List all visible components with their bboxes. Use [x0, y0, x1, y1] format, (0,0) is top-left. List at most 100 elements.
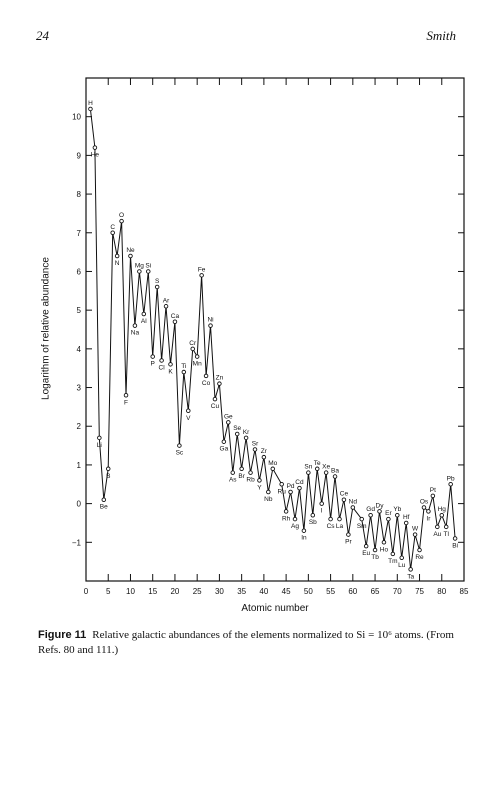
data-point	[448, 482, 453, 487]
data-point	[221, 439, 227, 444]
element-label: Cr	[189, 340, 197, 347]
x-tick-label: 0	[84, 587, 89, 596]
data-point	[381, 540, 387, 545]
y-tick-label: 5	[77, 306, 82, 315]
element-label: Ar	[163, 297, 170, 304]
data-point	[417, 547, 422, 553]
data-point	[297, 485, 302, 491]
data-point	[368, 512, 373, 518]
caption-text: Relative galactic abundances of the elem…	[38, 629, 454, 656]
data-point	[332, 474, 338, 479]
element-label: Yb	[393, 506, 401, 513]
data-point	[97, 435, 102, 441]
element-label: Cu	[211, 403, 220, 410]
y-tick-label: 8	[77, 190, 82, 199]
data-point	[159, 358, 164, 363]
data-point	[150, 354, 155, 359]
element-label: Fe	[198, 266, 206, 273]
element-label: Al	[141, 318, 147, 325]
data-point	[301, 528, 307, 533]
data-point	[132, 323, 138, 328]
element-label: Pr	[345, 539, 352, 546]
element-label: Si	[145, 262, 151, 269]
data-point	[359, 516, 364, 522]
element-label: Cd	[295, 479, 304, 486]
data-point	[341, 497, 347, 502]
data-point	[119, 218, 124, 224]
x-tick-label: 20	[170, 587, 179, 596]
data-point	[186, 408, 191, 414]
x-tick-label: 30	[215, 587, 224, 596]
x-tick-label: 85	[460, 587, 469, 596]
data-points	[88, 106, 458, 572]
x-tick-label: 45	[282, 587, 291, 596]
y-axis-ticks: −1 0 1 2 3 4 5 6 7 8 9 10	[72, 113, 464, 547]
element-label: Ba	[331, 468, 339, 475]
data-point	[88, 106, 93, 112]
data-point	[203, 373, 209, 379]
element-label: O	[119, 212, 124, 219]
x-tick-label: 60	[348, 587, 357, 596]
element-label: Os	[420, 498, 429, 505]
element-label: B	[106, 473, 110, 480]
data-point	[163, 304, 169, 309]
data-point	[243, 435, 249, 441]
data-point	[306, 470, 311, 475]
element-label: Ag	[291, 523, 299, 530]
element-label: Mo	[268, 460, 277, 467]
data-point	[128, 253, 133, 259]
data-point	[292, 516, 298, 522]
element-label: Hf	[403, 514, 410, 521]
data-point	[110, 230, 115, 236]
element-label: Cl	[159, 364, 166, 371]
figure-label: Figure 11	[38, 629, 87, 641]
x-tick-label: 75	[415, 587, 424, 596]
element-label: Cs	[327, 523, 336, 530]
element-label: Be	[100, 504, 108, 511]
element-label: Zr	[261, 448, 268, 455]
x-tick-label: 70	[393, 587, 402, 596]
element-label: In	[301, 535, 307, 542]
data-point	[395, 512, 400, 518]
data-point	[105, 466, 111, 472]
data-point	[146, 269, 151, 274]
y-tick-label: 10	[72, 113, 81, 122]
data-point	[399, 555, 404, 561]
element-label: Lu	[398, 562, 406, 569]
data-point	[261, 454, 267, 460]
x-tick-label: 50	[304, 587, 313, 596]
data-point	[234, 431, 240, 437]
element-label: Sr	[252, 440, 259, 447]
element-label: Tl	[444, 531, 450, 538]
element-label: Br	[238, 473, 245, 480]
data-point	[114, 253, 120, 259]
element-label: As	[229, 477, 237, 484]
data-point	[435, 524, 440, 530]
element-label: Ge	[224, 413, 233, 420]
y-tick-label: −1	[72, 538, 82, 547]
data-point	[443, 524, 449, 530]
element-label: I	[321, 508, 323, 515]
data-point	[310, 512, 316, 518]
data-point	[412, 532, 418, 537]
element-label: Dy	[376, 502, 385, 509]
data-point	[350, 505, 356, 510]
y-tick-label: 3	[77, 384, 82, 393]
element-label: Mg	[135, 262, 144, 269]
data-point	[390, 551, 396, 557]
element-label: Pt	[430, 487, 436, 494]
data-point	[172, 319, 178, 325]
y-tick-label: 9	[77, 151, 82, 160]
data-point	[217, 381, 222, 386]
data-point	[168, 362, 173, 367]
data-point	[141, 311, 147, 317]
element-label: Na	[131, 330, 140, 337]
element-label: Hg	[438, 506, 447, 513]
data-point	[337, 516, 342, 522]
page-number: 24	[36, 28, 49, 43]
data-point	[194, 354, 200, 359]
x-tick-label: 35	[237, 587, 246, 596]
element-label: Se	[233, 425, 241, 432]
data-point	[252, 447, 258, 452]
data-point	[279, 482, 284, 487]
